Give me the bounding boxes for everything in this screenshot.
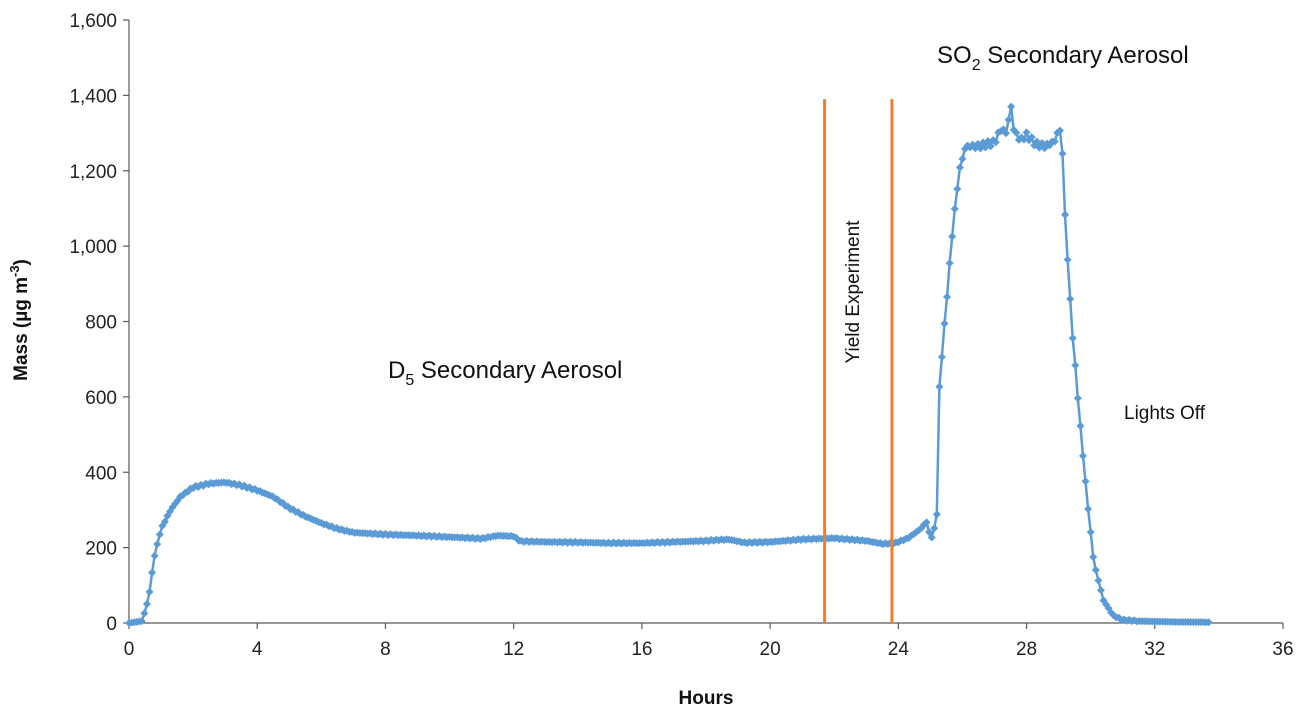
data-point-marker — [153, 540, 162, 549]
data-point-marker — [1012, 128, 1021, 137]
x-tick-label: 24 — [888, 639, 910, 660]
data-point-marker — [1004, 115, 1013, 124]
x-tick-label: 32 — [1144, 639, 1165, 660]
series-mass — [125, 102, 1213, 627]
x-tick-label: 4 — [252, 639, 263, 660]
data-point-marker — [1091, 565, 1100, 574]
series-line — [128, 106, 1209, 625]
y-axis-title-main: Mass (µg m — [11, 277, 32, 381]
y-tick-label: 600 — [85, 388, 117, 409]
y-tick-label: 1,000 — [69, 237, 117, 258]
data-point-marker — [1050, 137, 1059, 146]
annotation-yield-experiment: Yield Experiment — [843, 220, 864, 364]
data-point-marker — [1096, 586, 1105, 595]
data-point-marker — [1022, 128, 1031, 137]
data-point-marker — [976, 144, 985, 153]
data-point-marker — [1073, 394, 1082, 403]
data-point-marker — [1058, 149, 1067, 158]
data-point-marker — [160, 517, 169, 526]
data-point-marker — [1068, 334, 1077, 343]
data-point-marker — [1081, 477, 1090, 486]
data-point-marker — [1086, 528, 1095, 537]
yield-experiment-lines — [823, 99, 894, 623]
annotation-so2-rest: Secondary Aerosol — [981, 42, 1189, 69]
data-point-marker — [137, 617, 146, 626]
data-point-marker — [1089, 553, 1098, 562]
data-point-marker — [927, 533, 936, 542]
x-tick-label: 0 — [124, 639, 135, 660]
data-point-marker — [1055, 126, 1064, 135]
annotation-d5-main: D — [388, 357, 405, 384]
data-point-marker — [142, 600, 151, 609]
data-point-marker — [948, 232, 957, 241]
data-point-marker — [1063, 255, 1072, 264]
y-tick-label: 400 — [85, 463, 117, 484]
data-point-marker — [1027, 133, 1036, 142]
annotation-so2: SO2 Secondary Aerosol — [937, 42, 1189, 74]
x-tick-label: 8 — [380, 639, 391, 660]
data-point-marker — [1084, 505, 1093, 514]
y-tick-label: 800 — [85, 313, 117, 334]
data-point-marker — [958, 154, 967, 163]
data-point-marker — [148, 568, 157, 577]
data-point-marker — [1204, 618, 1213, 627]
x-axis: 0 4 8 12 16 20 24 28 32 36 — [124, 622, 1294, 660]
x-tick-label: 16 — [631, 639, 652, 660]
data-point-marker — [986, 142, 995, 151]
data-point-marker — [1002, 129, 1011, 138]
x-tick-label: 20 — [760, 639, 781, 660]
data-point-marker — [953, 184, 962, 193]
x-axis-title: Hours — [679, 688, 734, 709]
data-point-marker — [945, 259, 954, 268]
x-tick-label: 12 — [503, 639, 524, 660]
data-point-marker — [1007, 102, 1016, 111]
data-point-marker — [140, 609, 149, 618]
data-point-marker — [943, 292, 952, 301]
data-point-marker — [955, 163, 964, 172]
x-tick-label: 36 — [1272, 639, 1293, 660]
data-point-marker — [940, 319, 949, 328]
annotation-d5-sub: 5 — [405, 372, 414, 389]
data-point-marker — [991, 138, 1000, 147]
data-point-marker — [935, 382, 944, 391]
data-point-marker — [930, 524, 939, 533]
data-point-marker — [155, 530, 164, 539]
data-point-marker — [922, 518, 931, 527]
data-point-marker — [150, 551, 159, 560]
data-point-marker — [950, 204, 959, 213]
x-tick-label: 28 — [1016, 639, 1037, 660]
data-point-marker — [1078, 451, 1087, 460]
data-point-marker — [1071, 361, 1080, 370]
data-point-marker — [145, 587, 154, 596]
y-axis-title: Mass (µg m-3) — [7, 259, 32, 381]
data-point-marker — [1061, 210, 1070, 219]
y-tick-label: 1,400 — [69, 86, 117, 107]
annotation-d5: D5 Secondary Aerosol — [388, 357, 622, 389]
data-point-marker — [932, 510, 941, 519]
y-tick-label: 0 — [106, 614, 117, 635]
y-tick-label: 1,600 — [69, 11, 117, 32]
data-point-marker — [1094, 576, 1103, 585]
annotation-lights-off: Lights Off — [1124, 403, 1206, 424]
y-tick-label: 1,200 — [69, 162, 117, 183]
annotation-so2-sub: 2 — [972, 57, 981, 74]
data-point-marker — [1019, 135, 1028, 144]
y-axis-title-sup: -3 — [7, 265, 22, 277]
data-point-marker — [1066, 294, 1075, 303]
data-point-marker — [1076, 421, 1085, 430]
y-axis: 0 200 400 600 800 1,000 1,200 1,400 1,600 — [69, 11, 130, 635]
data-point-marker — [937, 353, 946, 362]
y-axis-title-close: ) — [11, 259, 32, 265]
annotation-so2-main: SO — [937, 42, 972, 69]
y-tick-label: 200 — [85, 539, 117, 560]
annotation-d5-rest: Secondary Aerosol — [414, 357, 622, 384]
